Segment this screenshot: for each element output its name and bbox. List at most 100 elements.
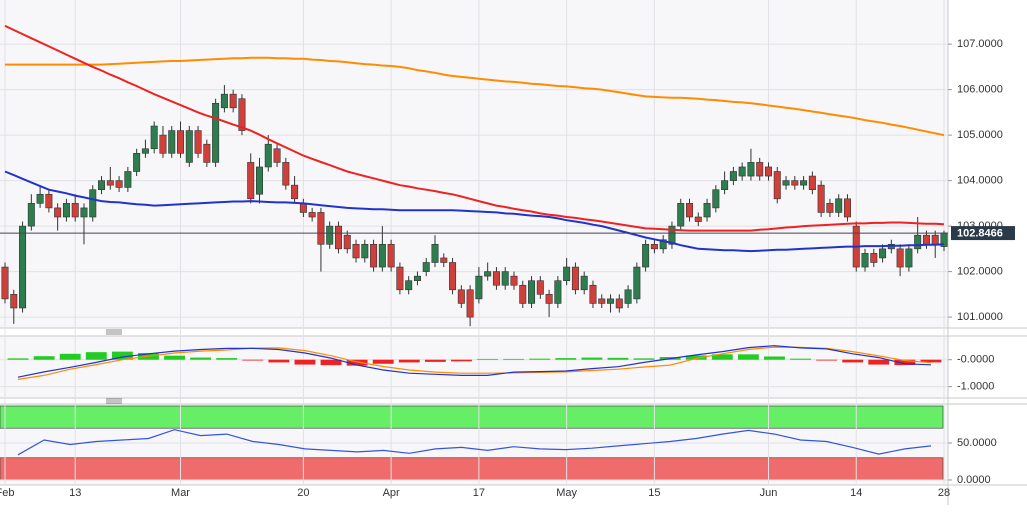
moving-average (4, 170, 945, 253)
candle-body (633, 266, 641, 300)
candle-body (861, 253, 869, 268)
candle-body (747, 162, 755, 177)
candle-body (773, 171, 781, 200)
histogram-bar (164, 355, 185, 360)
candle-body (721, 180, 729, 191)
candle-body (115, 180, 123, 188)
candle-body (843, 198, 851, 218)
candle-body (545, 294, 553, 304)
candle-body (141, 148, 149, 154)
candle-body (36, 193, 44, 204)
histogram-bar (190, 357, 212, 360)
candle-body (484, 271, 492, 277)
candle-body (212, 102, 220, 163)
x-tick-label: 17 (473, 487, 485, 499)
candle-body (642, 243, 650, 268)
candle-body (870, 253, 878, 263)
candle-body (659, 239, 667, 250)
candle-body (615, 298, 623, 309)
macd-panel (0, 336, 948, 398)
candle-body (650, 243, 658, 250)
candle-body (247, 162, 255, 200)
candle-body (896, 248, 904, 268)
macd-line (17, 345, 932, 378)
y-tick-label: 104.0000 (957, 175, 1003, 187)
candle-body (282, 162, 290, 186)
candle-body (729, 171, 737, 181)
candle-body (571, 266, 579, 291)
rsi-zone (0, 457, 944, 481)
histogram-bar (633, 358, 655, 360)
resize-handle[interactable] (106, 329, 122, 335)
candle-body (133, 153, 141, 172)
candle-body (264, 143, 272, 168)
x-tick-label: 15 (648, 487, 660, 499)
candle-body (378, 243, 386, 268)
moving-average (5, 56, 945, 137)
histogram-bar (607, 357, 629, 360)
candle-body (510, 275, 518, 286)
histogram-bar (372, 359, 394, 364)
y-tick-label: 101.0000 (957, 311, 1003, 323)
candle-body (800, 180, 808, 186)
x-tick-label: Feb (0, 487, 14, 499)
candle-body (229, 93, 237, 109)
histogram-bar (424, 359, 446, 362)
histogram-bar (33, 356, 55, 360)
candle-body (905, 248, 913, 268)
resize-handle[interactable] (106, 398, 122, 404)
histogram-bar (398, 359, 420, 363)
y-tick-label: 50.0000 (957, 437, 997, 449)
histogram-bar (7, 358, 29, 360)
candle-body (98, 180, 106, 191)
candle-body (712, 189, 720, 209)
signal-line (17, 346, 932, 380)
y-tick-label: 0.0000 (957, 474, 991, 486)
candle-body (449, 262, 457, 291)
histogram-bar (894, 359, 916, 366)
lines (0, 24, 948, 456)
candle-body (203, 143, 211, 163)
x-tick-label: Jun (760, 487, 778, 499)
candle-body (738, 166, 746, 177)
candle-body (299, 203, 307, 213)
histogram-bar (764, 356, 785, 360)
candle-body (185, 130, 193, 163)
candle-body (168, 130, 176, 154)
candle-body (922, 234, 930, 245)
candle-body (580, 275, 588, 291)
candle-body (62, 203, 70, 218)
histogram-bar (685, 355, 707, 360)
candle-body (677, 203, 685, 227)
moving-average (4, 24, 945, 232)
candle-body (370, 243, 378, 268)
y-tick-label: -0.0000 (957, 354, 994, 366)
histogram-bar (737, 354, 759, 360)
candle-body (931, 234, 939, 245)
histogram-bar (59, 353, 81, 360)
histogram-bar (346, 359, 368, 366)
histogram-bar (85, 352, 107, 360)
candle-body (361, 243, 369, 259)
candle-body (71, 203, 79, 218)
y-tick-label: 106.0000 (957, 84, 1003, 96)
candle-body (440, 257, 448, 263)
last-price-label: 102.8466 (957, 227, 1003, 239)
candle-body (255, 166, 263, 195)
candle-body (536, 280, 544, 295)
candle-body (54, 207, 62, 218)
candle-body (1, 266, 9, 300)
candle-body (914, 234, 922, 250)
candle-body (554, 280, 562, 304)
last-price-box (951, 226, 1015, 241)
candle-body (782, 180, 790, 186)
histogram-bar (242, 359, 264, 361)
x-tick-label: 14 (850, 487, 862, 499)
y-tick-label: 107.0000 (957, 38, 1003, 50)
candle-body (334, 225, 342, 250)
candle-body (194, 130, 202, 154)
candle-body (431, 243, 439, 263)
candle-body (396, 266, 404, 291)
labels: 101.0000102.0000103.0000104.0000105.0000… (0, 38, 1015, 499)
